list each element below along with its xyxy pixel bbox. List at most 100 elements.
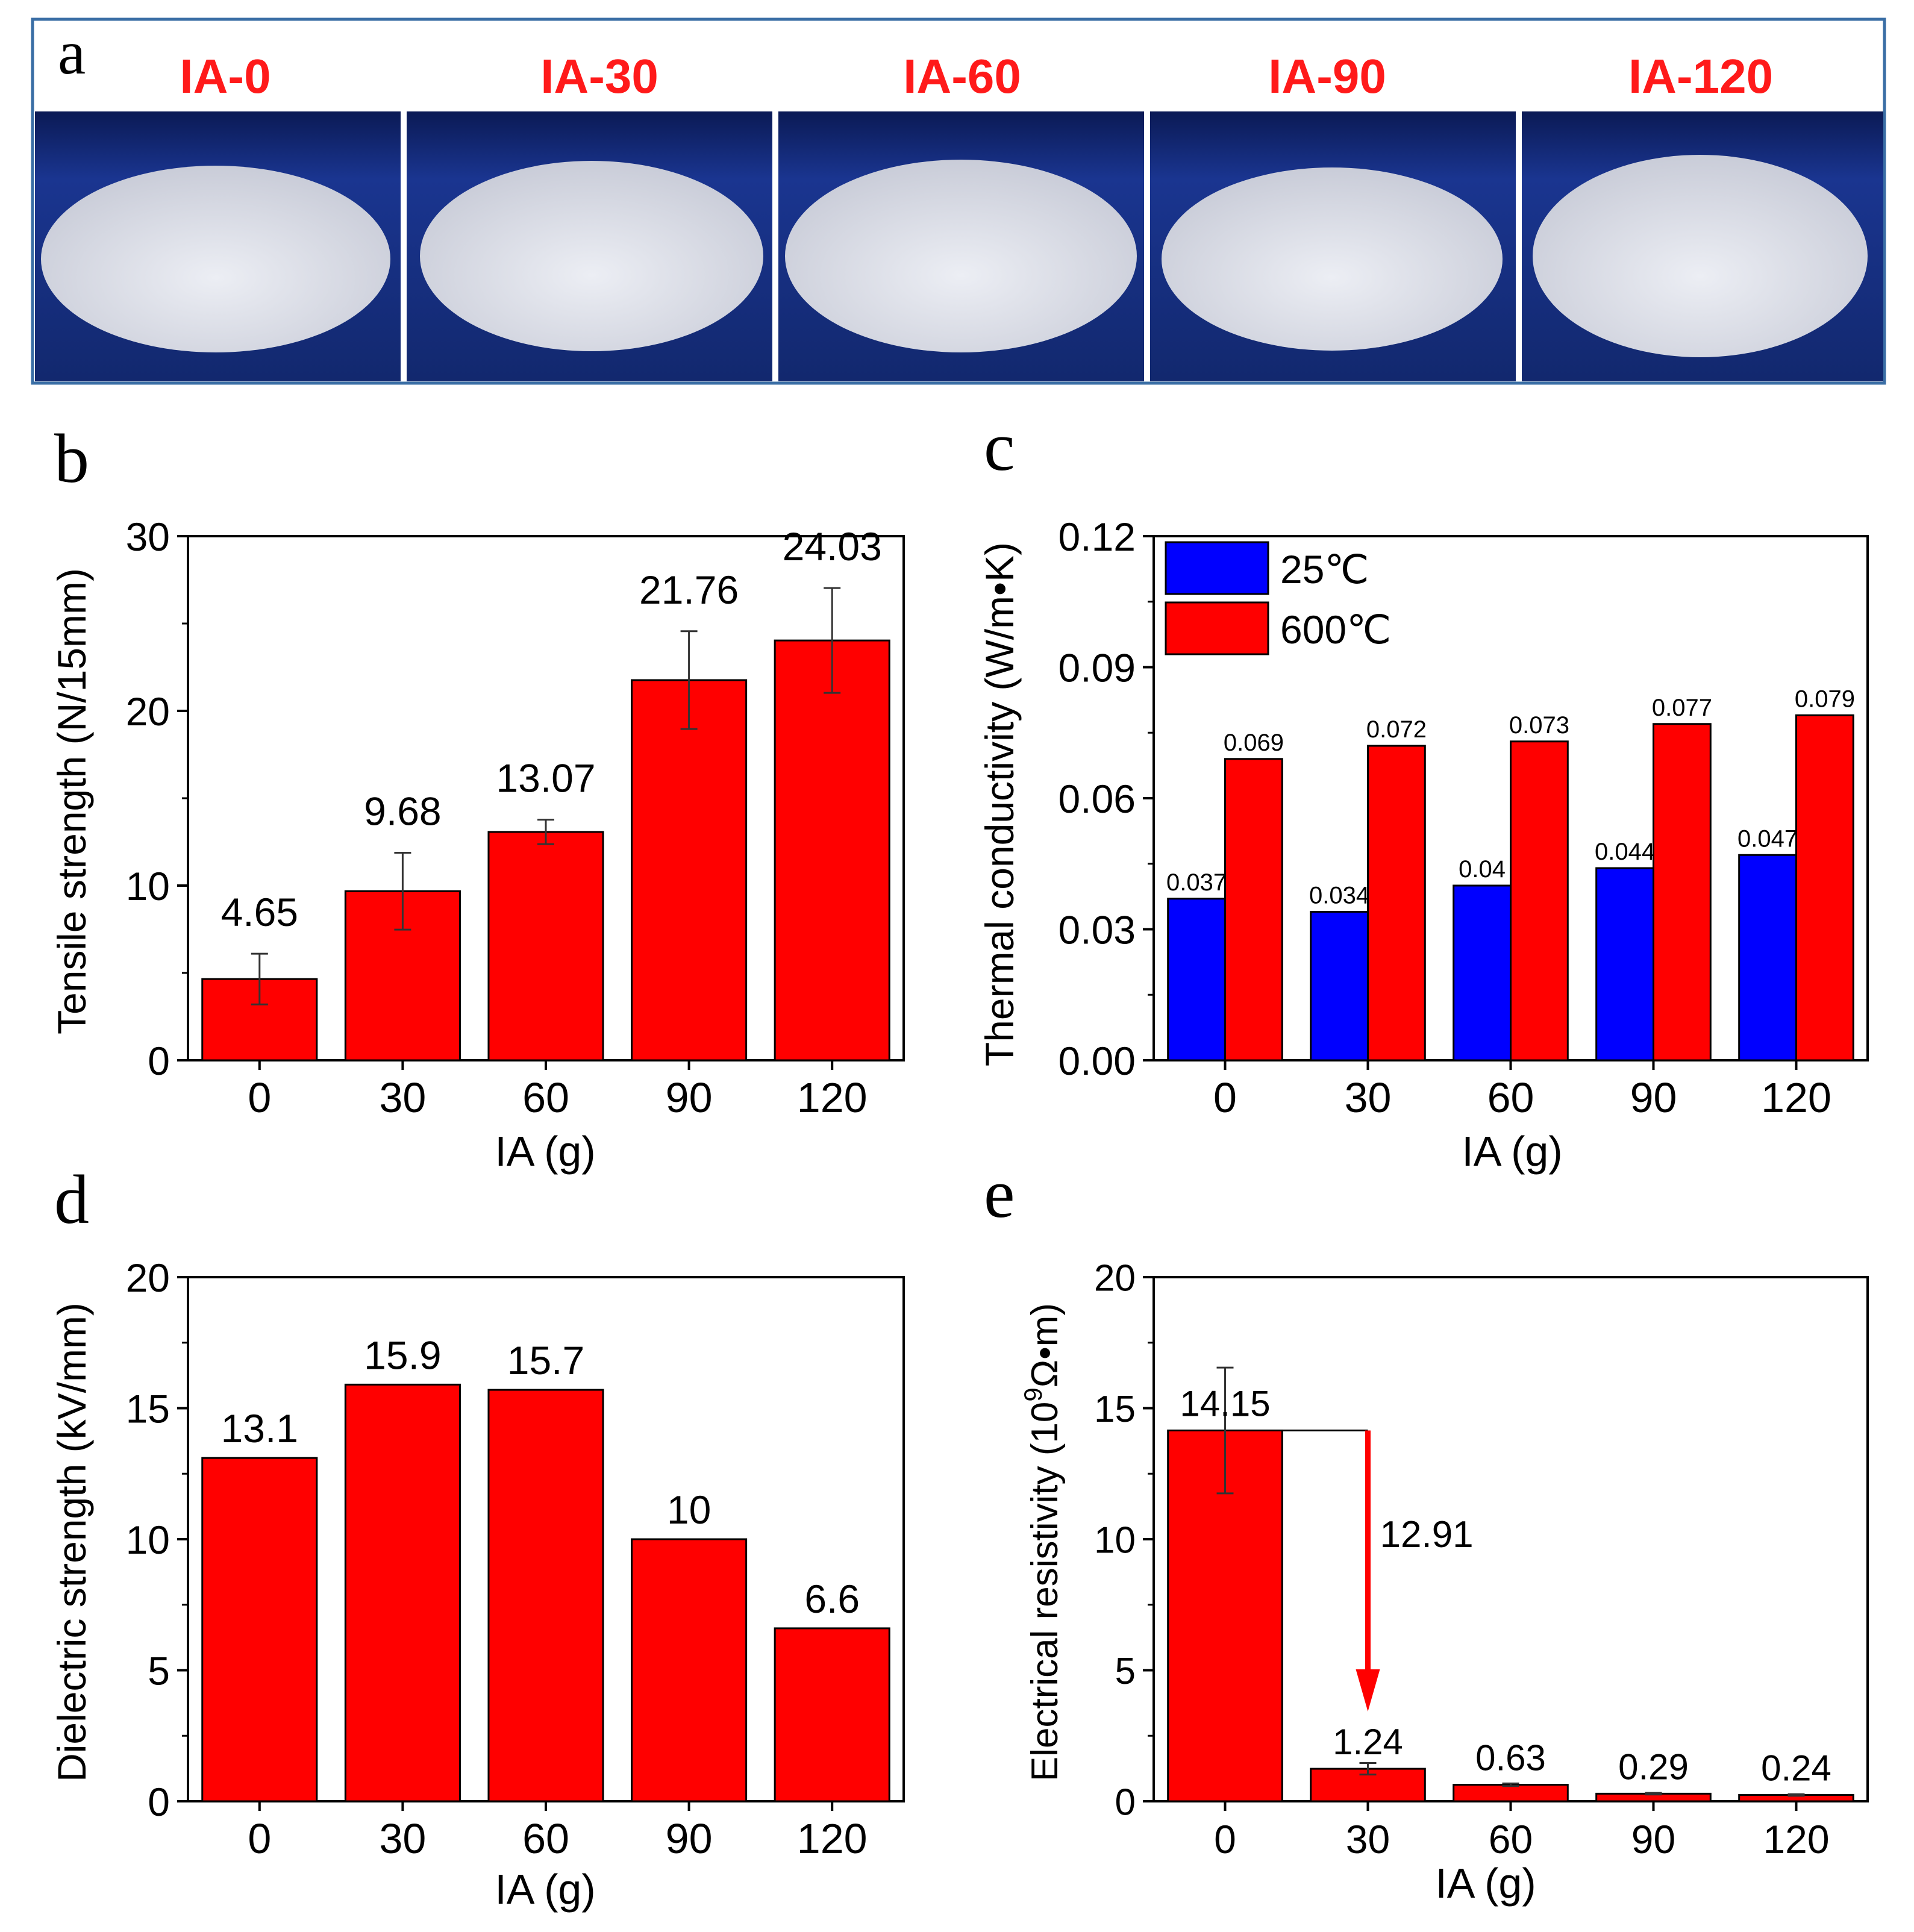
panel-b-tensile-strength: b 0 10 20 30 0 30 60 90 120 4.65 9.68 13.07 21.76 24.… <box>49 420 905 1175</box>
y-tick-label: 10 <box>126 1518 170 1562</box>
y-tick-label: 0 <box>1115 1781 1136 1823</box>
x-tick-label: 120 <box>797 1815 868 1862</box>
bar <box>201 1457 318 1802</box>
x-tick-label: 120 <box>1761 1074 1831 1121</box>
x-tick-label: 90 <box>1631 1817 1675 1862</box>
x-tick-label: 0 <box>1214 1817 1236 1862</box>
photo-ia-0: IA-0 <box>35 49 401 381</box>
photo-label: IA-30 <box>540 49 658 103</box>
value-label: 13.1 <box>221 1406 298 1451</box>
value-label: 0.069 <box>1224 730 1284 756</box>
bar <box>1310 911 1369 1061</box>
value-label: 15.9 <box>364 1333 441 1377</box>
y-tick-label: 15 <box>126 1386 170 1431</box>
y-tick-label: 15 <box>1094 1389 1136 1430</box>
y-tick-label: 20 <box>1094 1257 1136 1299</box>
bar <box>487 831 604 1061</box>
x-tick-label: 30 <box>379 1074 426 1121</box>
plot-area: 0 5 10 15 20 0 30 60 90 120 14.15 1.24 0.63 0.29 0.24 1… <box>1094 1257 1869 1862</box>
y-axis-label: Electrical resistivity (109Ω•m) <box>1019 1303 1066 1781</box>
value-label: 0.24 <box>1761 1748 1831 1789</box>
y-tick-label: 5 <box>1115 1651 1136 1692</box>
y-axis-label-exponent: 9 <box>1019 1387 1047 1401</box>
bar <box>631 1538 748 1802</box>
y-tick-label: 0.09 <box>1059 645 1136 690</box>
legend-label-600c: 600℃ <box>1280 607 1391 652</box>
legend-swatch-600c <box>1165 601 1269 655</box>
photo-label: IA-0 <box>180 49 271 103</box>
plot-area: 0.00 0.03 0.06 0.09 0.12 0 30 60 90 120 0.037 0.034… <box>1059 514 1869 1121</box>
value-label: 0.29 <box>1618 1746 1689 1787</box>
y-tick-label: 0 <box>148 1039 170 1083</box>
value-label: 13.07 <box>496 756 595 801</box>
value-label: 21.76 <box>639 567 739 612</box>
bar <box>1167 898 1226 1061</box>
value-label: 9.68 <box>364 789 441 833</box>
paper-disc <box>41 166 390 352</box>
value-label: 0.079 <box>1795 686 1855 712</box>
legend: 25℃ 600℃ <box>1165 541 1391 655</box>
panel-d-dielectric-strength: d 0 5 10 15 20 0 30 60 90 120 13.1 15.9 15.7 10 6.6 IA… <box>49 1161 905 1913</box>
photo-label: IA-120 <box>1628 49 1773 103</box>
paper-disc <box>1533 155 1868 357</box>
y-axis-label-suffix: Ω•m) <box>1024 1303 1066 1387</box>
panel-e-letter: e <box>984 1155 1015 1233</box>
x-tick-label: 0 <box>248 1074 271 1121</box>
x-tick-label: 0 <box>1213 1074 1237 1121</box>
panel-a: a IA-0 IA-30 IA-60 IA-90 IA-120 <box>31 17 1886 385</box>
annotation-arrow-head <box>1356 1669 1380 1712</box>
legend-label-25c: 25℃ <box>1280 547 1369 592</box>
y-tick-label: 10 <box>126 864 170 908</box>
bar <box>487 1389 604 1802</box>
bar <box>1367 745 1426 1061</box>
value-label: 0.63 <box>1475 1738 1546 1778</box>
bar <box>1795 714 1854 1061</box>
y-tick-label: 5 <box>148 1648 170 1693</box>
photo-label: IA-90 <box>1268 49 1386 103</box>
annotation-label: 12.91 <box>1380 1514 1474 1555</box>
y-tick-label: 0.03 <box>1059 907 1136 952</box>
value-label: 6.6 <box>804 1577 860 1621</box>
value-label: 0.077 <box>1652 695 1712 721</box>
value-label: 0.072 <box>1366 716 1427 743</box>
y-tick-label: 0 <box>148 1780 170 1824</box>
x-tick-label: 90 <box>666 1074 713 1121</box>
x-tick-label: 60 <box>1487 1074 1534 1121</box>
bar <box>344 1383 461 1802</box>
y-tick-label: 0.06 <box>1059 777 1136 821</box>
panel-e-electrical-resistivity: e 0 5 10 15 20 0 30 60 90 120 14.15 1.24 0.63 0.29 0.2… <box>984 1155 1869 1907</box>
bar <box>1510 740 1569 1061</box>
x-tick-label: 90 <box>666 1815 713 1862</box>
value-label: 0.047 <box>1737 825 1798 852</box>
x-tick-label: 30 <box>379 1815 426 1862</box>
value-label: 0.037 <box>1166 869 1227 896</box>
plot-area: 0 5 10 15 20 0 30 60 90 120 13.1 15.9 15.7 10 6.6 <box>126 1255 905 1862</box>
x-axis-label: IA (g) <box>1435 1860 1536 1907</box>
value-label: 4.65 <box>221 890 298 934</box>
panel-b-letter: b <box>54 420 89 498</box>
value-label: 10 <box>667 1487 711 1532</box>
value-label: 0.044 <box>1595 839 1655 865</box>
photo-ia-60: IA-60 <box>778 49 1144 381</box>
photo-ia-30: IA-30 <box>407 49 772 381</box>
x-tick-label: 0 <box>248 1815 271 1862</box>
value-label: 15.7 <box>507 1338 584 1383</box>
y-tick-label: 10 <box>1094 1519 1136 1561</box>
x-tick-label: 60 <box>522 1074 569 1121</box>
y-tick-label: 30 <box>126 514 170 559</box>
value-label: 14.15 <box>1180 1383 1270 1424</box>
bar <box>1738 854 1797 1061</box>
paper-disc <box>420 161 763 351</box>
y-axis-label: Tensile strength (N/15mm) <box>49 568 94 1034</box>
y-tick-label: 0.12 <box>1059 514 1136 559</box>
value-label: 0.073 <box>1509 712 1569 739</box>
bar <box>1224 758 1283 1061</box>
x-axis-label: IA (g) <box>495 1866 595 1913</box>
bar <box>774 1627 890 1802</box>
x-tick-label: 60 <box>522 1815 569 1862</box>
y-axis-label-prefix: Electrical resistivity (10 <box>1024 1402 1066 1781</box>
legend-swatch-25c <box>1165 541 1269 595</box>
y-tick-label: 20 <box>126 1255 170 1300</box>
y-tick-label: 0.00 <box>1059 1039 1136 1083</box>
bar <box>1453 1784 1569 1802</box>
